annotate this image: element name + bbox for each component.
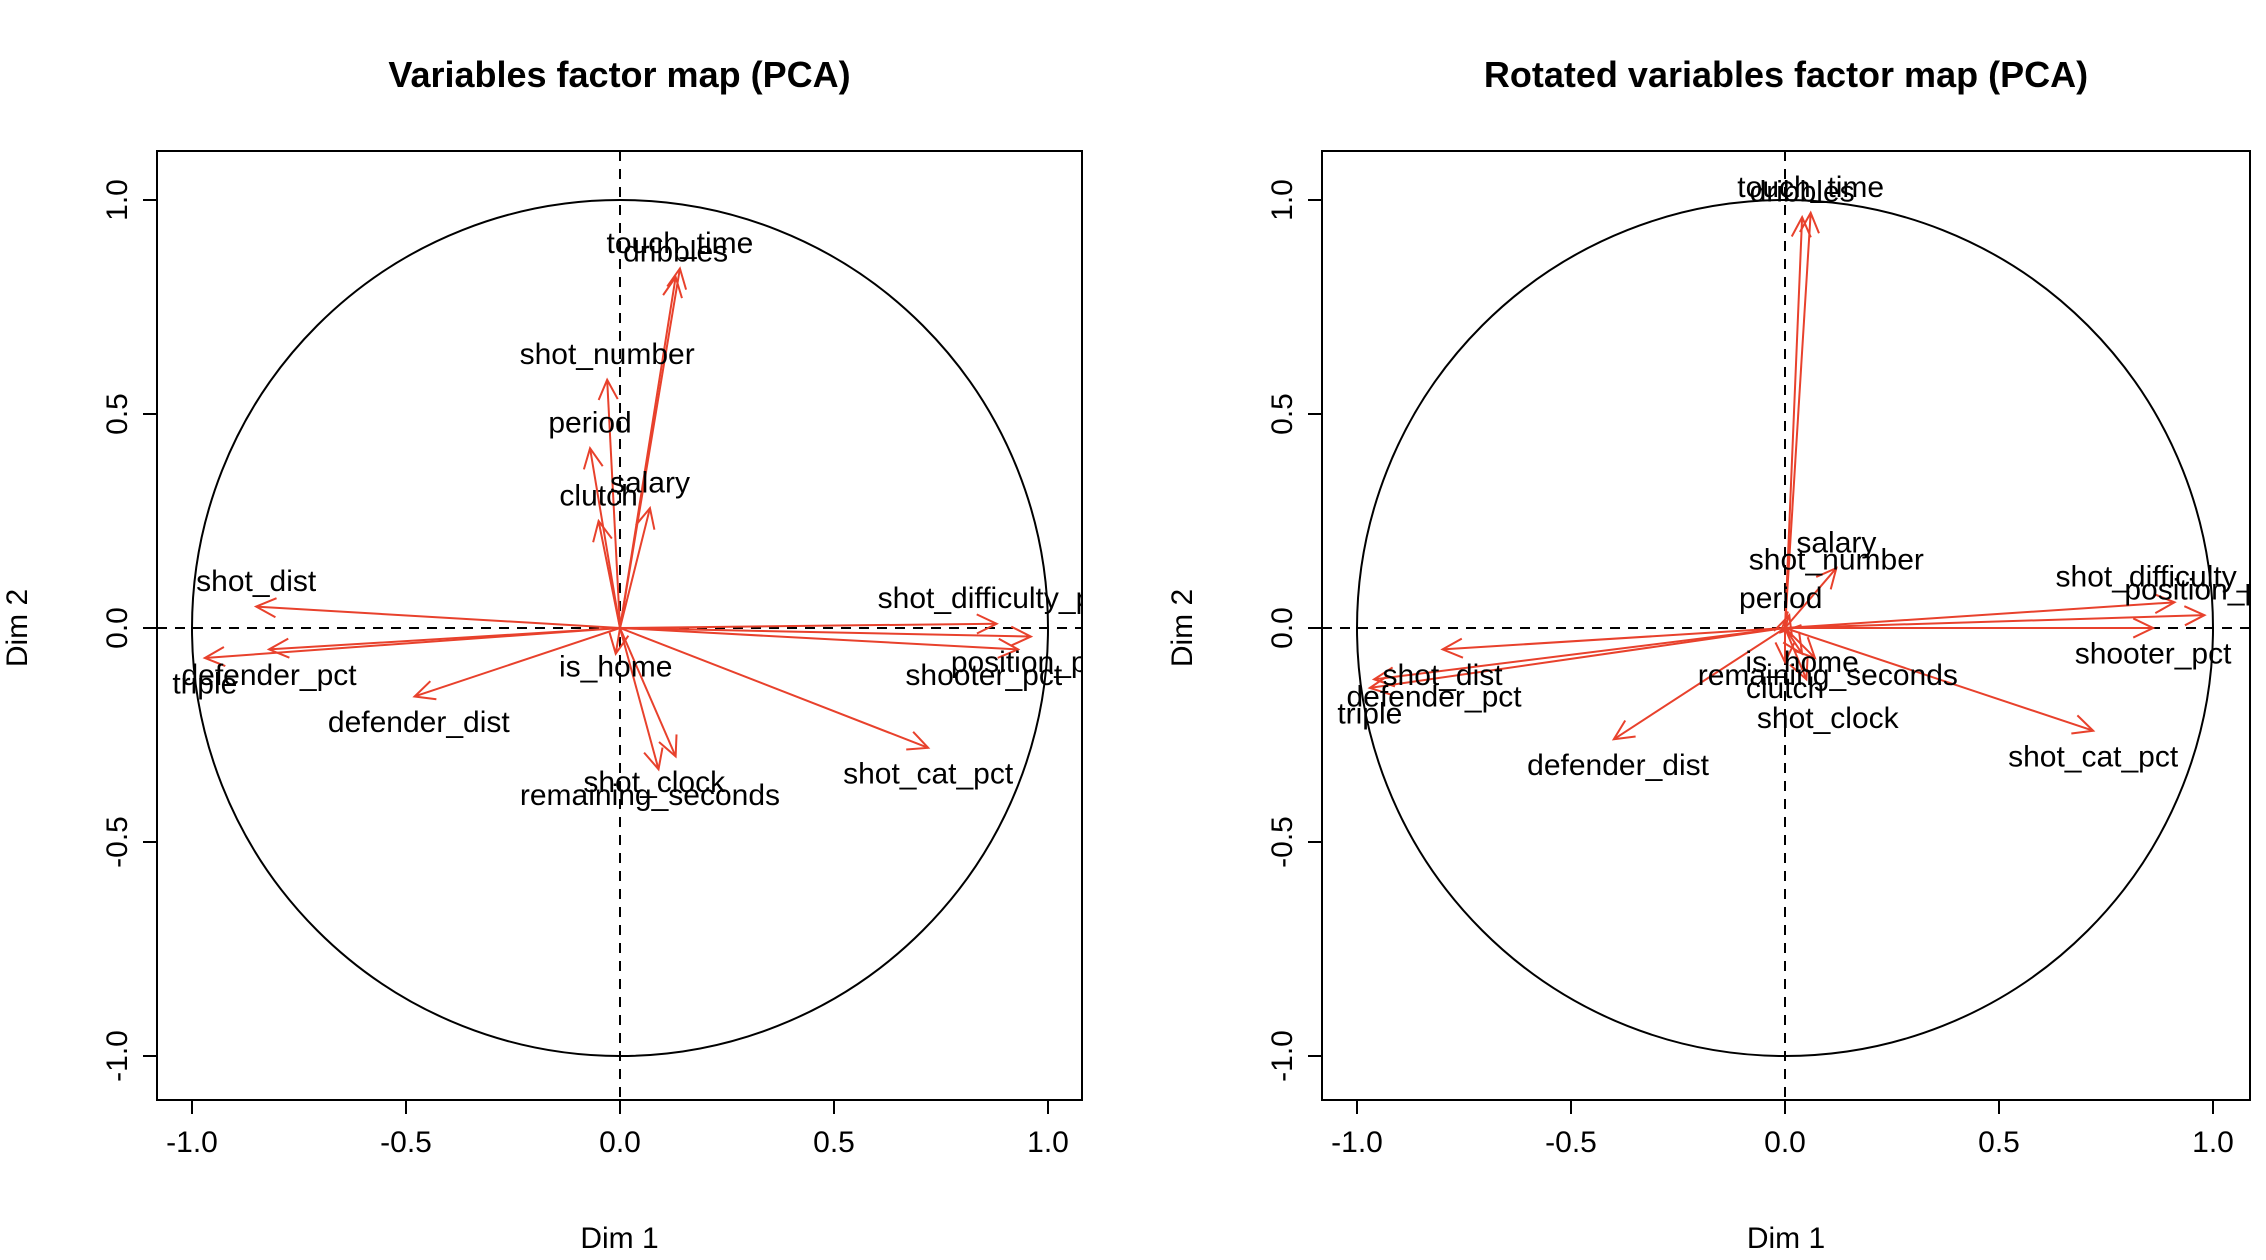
arrow-shot-cat-pct xyxy=(620,628,928,750)
variable-label-remaining-seconds: remaining_seconds xyxy=(1698,659,1958,692)
y-tick-label: 0.0 xyxy=(101,607,134,649)
arrow-shaft xyxy=(620,628,928,748)
arrow-shaft xyxy=(620,277,676,628)
variables-factor-map-panel: Variables factor map (PCA) -1.0 -0.5 0.0 0.5… xyxy=(1,54,1116,1255)
x-tick-label: -1.0 xyxy=(1331,1126,1383,1159)
variable-label-shot-cat-pct: shot_cat_pct xyxy=(2008,740,2179,773)
x-tick-label: 0.0 xyxy=(599,1126,641,1159)
y-tick-label: 1.0 xyxy=(1266,179,1299,221)
variable-labels: touch_timedribblessalaryshot_numberperio… xyxy=(1337,171,2266,782)
x-tick-label: 0.0 xyxy=(1764,1126,1806,1159)
rotated-variables-factor-map-panel: Rotated variables factor map (PCA) -1.0 -0… xyxy=(1166,54,2266,1255)
variable-label-shooter-pct: shooter_pct xyxy=(905,659,1062,692)
variable-label-defender-dist: defender_dist xyxy=(328,706,510,739)
variable-label-is-home: is_home xyxy=(559,651,672,684)
variable-label-triple: triple xyxy=(172,668,237,701)
y-tick-label: 0.5 xyxy=(1266,393,1299,435)
variable-label-shot-number: shot_number xyxy=(520,338,695,371)
arrow-shaft xyxy=(1785,602,2174,628)
variable-label-dribbles: dribbles xyxy=(623,235,728,268)
variable-label-shooter-pct: shooter_pct xyxy=(2075,638,2232,671)
variable-label-dribbles: dribbles xyxy=(1750,175,1855,208)
variable-label-clutch: clutch xyxy=(559,479,637,512)
arrow-remaining-seconds xyxy=(620,628,663,769)
variable-label-period: period xyxy=(1739,582,1822,615)
y-tick-label: -0.5 xyxy=(1266,816,1299,868)
x-tick-label: 0.5 xyxy=(813,1126,855,1159)
y-tick-label: 0.5 xyxy=(101,393,134,435)
x-axis-label: Dim 1 xyxy=(580,1222,658,1255)
y-tick-label: 0.0 xyxy=(1266,607,1299,649)
x-tick-label: 1.0 xyxy=(1027,1126,1069,1159)
x-axis-label: Dim 1 xyxy=(1747,1222,1825,1255)
x-tick-label: -0.5 xyxy=(1545,1126,1597,1159)
variable-label-period: period xyxy=(548,407,631,440)
variable-label-shot-cat-pct: shot_cat_pct xyxy=(843,758,1014,791)
arrow-shot-dist xyxy=(256,598,620,628)
x-tick-label: -1.0 xyxy=(166,1126,218,1159)
arrow-dribbles xyxy=(620,277,682,628)
arrow-position-pct xyxy=(620,627,1031,646)
arrow-shaft xyxy=(1443,628,1785,649)
arrow-shaft xyxy=(620,628,659,769)
x-tick-label: -0.5 xyxy=(380,1126,432,1159)
variable-label-triple: triple xyxy=(1337,698,1402,731)
variable-label-position-pct: position_pct xyxy=(2124,573,2266,606)
y-axis-label: Dim 2 xyxy=(1166,589,1199,667)
variable-label-clutch: clutch xyxy=(1746,672,1824,705)
arrow-shaft xyxy=(205,628,620,658)
variable-label-defender-dist: defender_dist xyxy=(1527,749,1709,782)
arrow-shaft xyxy=(620,508,650,628)
chart-title: Variables factor map (PCA) xyxy=(388,54,850,95)
x-tick-label: 1.0 xyxy=(2192,1126,2234,1159)
x-tick-label: 0.5 xyxy=(1978,1126,2020,1159)
y-tick-label: -1.0 xyxy=(1266,1030,1299,1082)
arrow-shooter-pct xyxy=(1785,618,2153,637)
arrow-shaft xyxy=(256,607,620,628)
y-tick-label: -1.0 xyxy=(101,1030,134,1082)
variable-label-shot-number: shot_number xyxy=(1749,544,1924,577)
arrow-touch-time xyxy=(620,268,686,628)
y-axis-label: Dim 2 xyxy=(1,589,34,667)
variable-label-remaining-seconds: remaining_seconds xyxy=(520,779,780,812)
chart-title: Rotated variables factor map (PCA) xyxy=(1484,54,2088,95)
variable-label-shot-difficulty-pct: shot_difficulty_pct xyxy=(878,582,1117,615)
y-tick-label: -0.5 xyxy=(101,816,134,868)
variable-label-shot-clock: shot_clock xyxy=(1757,702,1900,735)
y-tick-label: 1.0 xyxy=(101,179,134,221)
variable-label-shot-dist: shot_dist xyxy=(196,565,317,598)
